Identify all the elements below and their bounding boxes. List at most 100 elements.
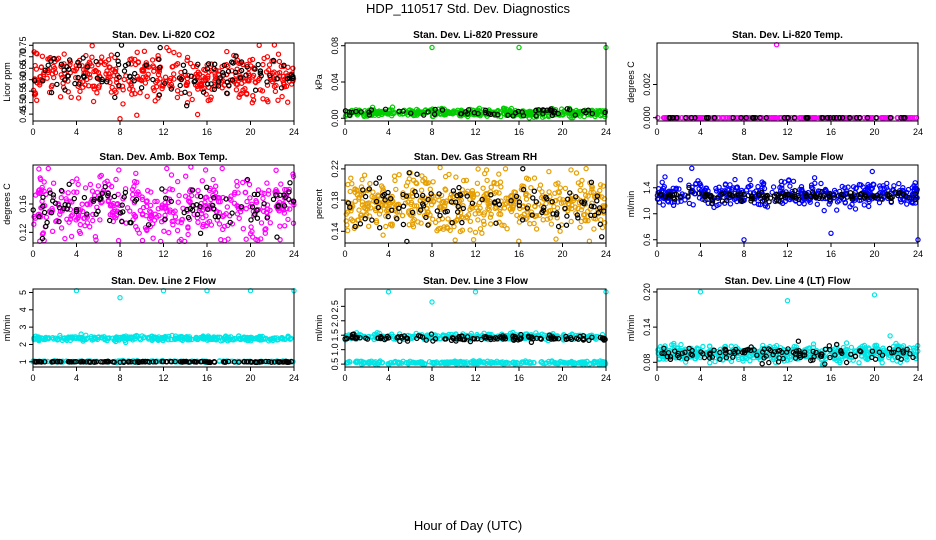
data-point — [389, 104, 396, 110]
data-point — [376, 199, 383, 206]
data-point — [379, 359, 385, 366]
data-point — [810, 341, 817, 347]
data-point — [484, 177, 490, 184]
data-point — [493, 220, 499, 226]
data-point — [263, 226, 269, 232]
data-point — [89, 43, 95, 49]
data-point — [241, 78, 248, 84]
data-point — [476, 358, 482, 364]
x-tick-label: 8 — [429, 249, 434, 259]
series-hourly — [657, 184, 919, 207]
data-point — [169, 64, 175, 70]
data-point — [579, 199, 585, 205]
data-point — [505, 360, 511, 366]
data-point — [347, 204, 353, 210]
data-point — [778, 114, 785, 121]
data-point — [58, 187, 65, 194]
data-point — [387, 201, 393, 208]
data-point — [496, 219, 502, 225]
data-point — [133, 170, 139, 177]
data-point — [177, 82, 183, 89]
data-point — [425, 196, 431, 203]
data-point — [688, 189, 694, 195]
data-point — [578, 182, 584, 188]
data-point — [78, 331, 84, 337]
data-point — [470, 236, 477, 243]
data-point — [93, 58, 99, 65]
data-point — [176, 52, 182, 58]
data-point — [75, 181, 81, 188]
data-point — [566, 106, 573, 113]
data-point — [184, 54, 191, 61]
data-point — [182, 173, 189, 179]
data-point — [871, 181, 877, 188]
data-point — [111, 193, 118, 200]
data-point — [281, 203, 288, 209]
data-point — [80, 55, 86, 61]
data-point — [203, 184, 210, 190]
data-point — [168, 172, 175, 178]
data-point — [234, 178, 240, 185]
data-point — [385, 361, 391, 367]
data-point — [143, 74, 149, 80]
data-point — [46, 89, 53, 96]
data-point — [488, 111, 494, 118]
x-tick-label: 20 — [557, 373, 567, 383]
data-point — [66, 219, 72, 225]
y-tick-label: 1 — [18, 359, 28, 364]
x-tick-label: 20 — [869, 127, 879, 137]
data-point — [126, 78, 132, 85]
data-point — [759, 189, 765, 196]
data-point — [84, 64, 91, 70]
data-point — [741, 114, 747, 121]
x-tick-label: 8 — [741, 249, 746, 259]
data-point — [585, 193, 591, 199]
data-point — [234, 183, 240, 189]
data-point — [482, 197, 488, 203]
data-point — [464, 193, 470, 199]
data-point — [42, 67, 48, 73]
x-tick-label: 0 — [30, 373, 35, 383]
data-point — [102, 184, 108, 190]
data-point — [488, 336, 494, 343]
data-point — [766, 199, 772, 205]
data-point — [585, 213, 591, 220]
data-point — [477, 226, 484, 232]
data-point — [695, 114, 701, 121]
data-point — [596, 108, 602, 114]
data-point — [448, 199, 455, 205]
x-tick-label: 12 — [158, 127, 168, 137]
data-point — [287, 180, 293, 186]
data-point — [533, 199, 540, 205]
data-point — [202, 77, 209, 83]
data-point — [847, 204, 853, 210]
data-point — [400, 212, 406, 219]
data-point — [366, 213, 373, 219]
data-point — [194, 73, 201, 80]
data-point — [40, 194, 46, 200]
data-point — [492, 205, 498, 211]
data-point — [253, 199, 260, 205]
data-point — [131, 70, 138, 77]
data-point — [548, 221, 555, 227]
data-point — [887, 114, 894, 121]
data-point — [586, 337, 592, 343]
data-point — [280, 336, 286, 342]
data-point — [219, 337, 226, 343]
data-point — [460, 205, 466, 212]
data-point — [248, 359, 254, 365]
x-tick-label: 12 — [158, 249, 168, 259]
data-point — [671, 342, 677, 348]
data-point — [396, 205, 402, 211]
data-point — [873, 114, 879, 121]
panel-title: Stan. Dev. Sample Flow — [732, 152, 844, 163]
x-tick-label: 12 — [470, 249, 480, 259]
data-point — [50, 180, 57, 186]
y-tick-label: 0.12 — [18, 224, 28, 242]
data-point — [877, 189, 883, 196]
data-point — [224, 90, 230, 96]
data-point — [690, 202, 696, 208]
data-point — [58, 194, 65, 201]
data-point — [376, 108, 382, 114]
